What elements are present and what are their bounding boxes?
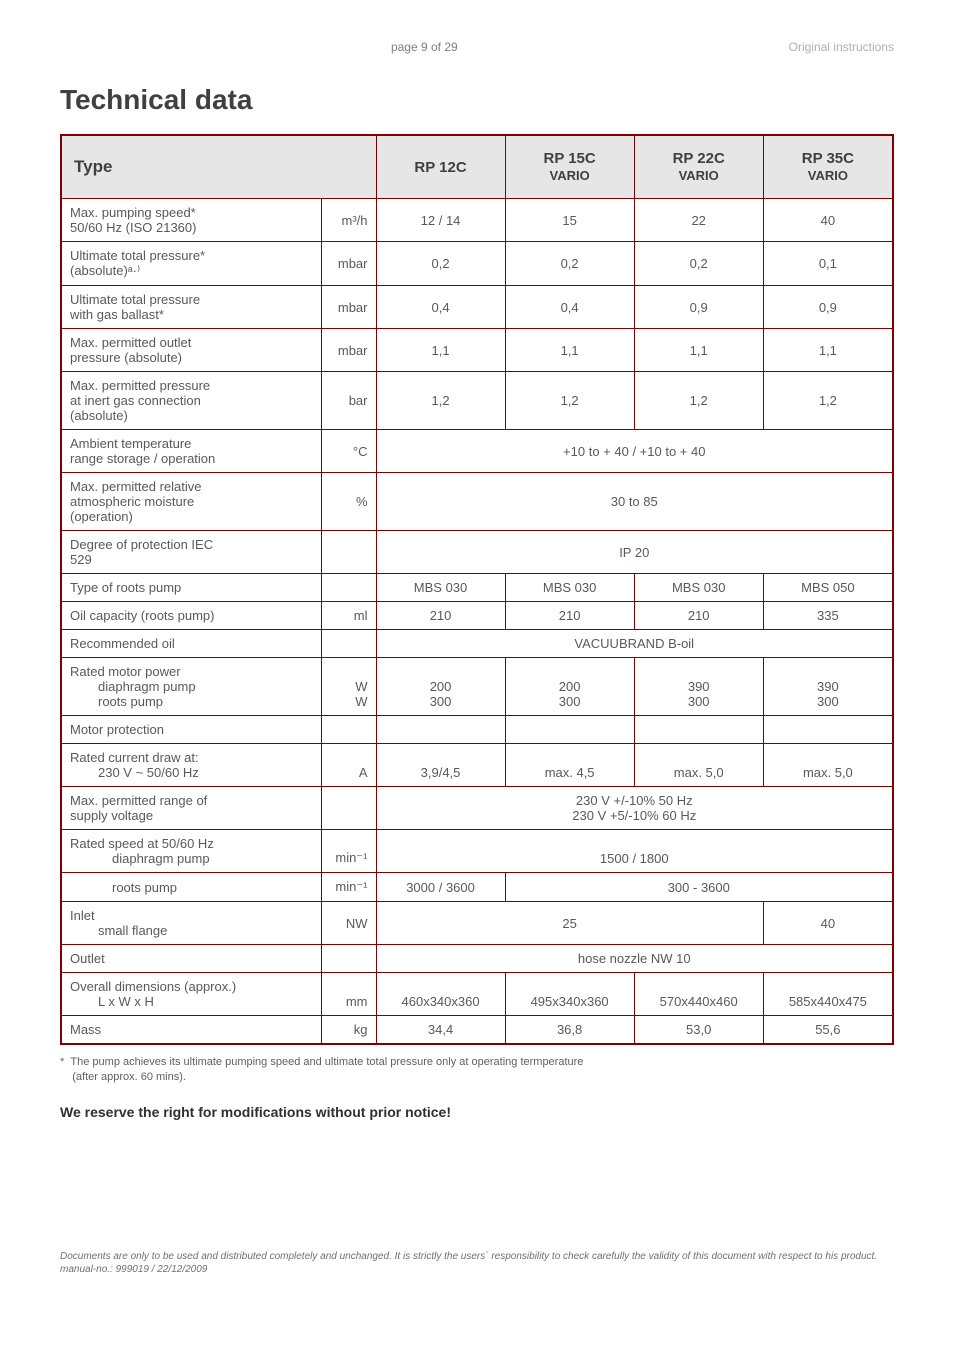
page-title: Technical data <box>60 84 894 116</box>
table-row: roots pump min⁻¹ 3000 / 3600 300 - 3600 <box>61 873 893 902</box>
table-row: Overall dimensions (approx.)L x W x H mm… <box>61 973 893 1016</box>
table-row: Degree of protection IEC 529 IP 20 <box>61 531 893 574</box>
col-rp12c: RP 12C <box>376 135 505 199</box>
table-row: Oil capacity (roots pump) ml 210210 2103… <box>61 602 893 630</box>
table-row: Max. permitted outlet pressure (absolute… <box>61 329 893 372</box>
spec-table: Type RP 12C RP 15CVARIO RP 22CVARIO RP 3… <box>60 134 894 1045</box>
table-row: Type of roots pump MBS 030MBS 030 MBS 03… <box>61 574 893 602</box>
col-rp15c: RP 15CVARIO <box>505 135 634 199</box>
page-number: page 9 of 29 <box>391 40 458 54</box>
table-row: Mass kg 34,436,8 53,055,6 <box>61 1016 893 1045</box>
table-row: Max. permitted pressure at inert gas con… <box>61 372 893 430</box>
col-type: Type <box>61 135 376 199</box>
col-rp22c: RP 22CVARIO <box>634 135 763 199</box>
table-row: Ultimate total pressure* (absolute)ᵃ·⁾ m… <box>61 242 893 286</box>
table-row: Recommended oil VACUUBRAND B-oil <box>61 630 893 658</box>
table-row: Rated speed at 50/60 Hzdiaphragm pump mi… <box>61 830 893 873</box>
table-row: Ultimate total pressure with gas ballast… <box>61 286 893 329</box>
reserve-notice: We reserve the right for modifications w… <box>60 1104 894 1120</box>
doc-type-label: Original instructions <box>789 40 894 54</box>
table-row: Max. pumping speed* 50/60 Hz (ISO 21360)… <box>61 199 893 242</box>
table-row: Rated motor power diaphragm pump roots p… <box>61 658 893 716</box>
table-row: Max. permitted range of supply voltage 2… <box>61 787 893 830</box>
col-rp35c: RP 35CVARIO <box>763 135 893 199</box>
page-header: page 9 of 29 Original instructions <box>60 40 894 54</box>
table-row: Motor protection <box>61 716 893 744</box>
table-row: Max. permitted relative atmospheric mois… <box>61 473 893 531</box>
table-row: Inletsmall flange NW 25 40 <box>61 902 893 945</box>
table-row: Rated current draw at:230 V ~ 50/60 Hz A… <box>61 744 893 787</box>
table-row: Outlet hose nozzle NW 10 <box>61 945 893 973</box>
table-row: Ambient temperature range storage / oper… <box>61 430 893 473</box>
footnote: * The pump achieves its ultimate pumping… <box>60 1055 894 1086</box>
page-footer: Documents are only to be used and distri… <box>60 1250 894 1277</box>
